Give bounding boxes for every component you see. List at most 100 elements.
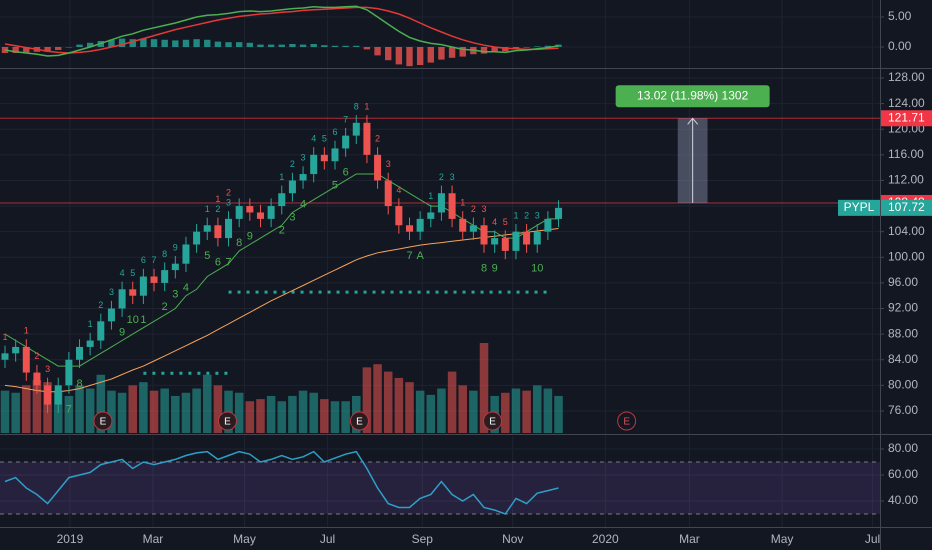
candle-body [533,231,541,245]
y-tick-label: 124.00 [888,96,925,110]
volume-bar [160,388,169,433]
td-up-count: 1 [513,210,518,220]
macd-histogram-bar [427,46,434,63]
td-up-count: 4 [120,268,125,278]
td-up-count: 3 [535,210,540,220]
volume-bar [394,377,404,433]
macd-histogram-bar [289,43,296,47]
rsi-line [4,450,559,515]
x-tick-label: Mar [679,532,700,546]
macd-signal-line [4,6,559,54]
macd-pane [0,0,880,68]
macd-histogram-bar [331,45,339,47]
macd-histogram-bar [86,42,94,47]
symbol-tag [838,199,880,216]
td-up-count: 2 [524,210,529,220]
td-up-count: 3 [109,287,114,297]
volume-bar [96,374,106,433]
td-up-count: 2 [439,172,444,182]
td-up-count: 3 [226,198,231,208]
macd-histogram-bar [65,46,73,48]
earnings-label: E [489,417,496,428]
td-down-count: 1 [215,194,220,204]
candle-body [203,225,211,232]
y-tick-label: 100.00 [888,249,925,263]
candle-body [235,206,243,219]
candle-body [129,289,137,296]
y-tick-label: 60.00 [888,467,918,481]
td-countdown: 9 [492,263,498,275]
candle-body [44,385,52,405]
td-down-count: 3 [386,159,391,169]
macd-histogram-bar [108,39,115,47]
td-up-count: 2 [215,204,220,214]
candle-body [12,346,20,354]
candle-body [193,231,201,245]
candle-body [363,122,371,155]
macd-histogram-bar [416,46,424,65]
candle-body [246,206,254,213]
candle-body [416,218,424,232]
volume-bar [277,401,287,433]
volume-bar [171,395,180,433]
x-tick-label: Jul [865,532,880,546]
td-countdown: 4 [183,282,189,294]
volume-bar [405,382,414,433]
candle-body [480,225,488,245]
td-up-count: 5 [130,268,135,278]
symbol-label: PYPL [844,200,875,214]
td-countdown: 9 [247,231,253,243]
candle-body [182,244,190,264]
earnings-marker [217,411,237,431]
x-tick-label: 2019 [57,532,84,546]
td-up-count: 3 [450,172,455,182]
y-tick-label: 92.00 [888,301,918,315]
td-up-count: 1 [88,319,93,329]
td-countdown: 7 [66,404,72,416]
candle-body [171,263,179,271]
td-down-count: 2 [34,351,39,361]
volume-bar [85,388,95,433]
candle-body [491,238,499,245]
td-up-count: 2 [290,159,295,169]
td-countdown: 7 [406,250,412,262]
td-countdown: 10 [531,263,543,275]
td-countdown: 3 [289,211,295,223]
macd-histogram-bar [385,46,392,61]
volume-bar [256,399,265,433]
candle-body [437,193,445,213]
candle-body [288,180,296,194]
earnings-label: E [623,417,630,428]
macd-histogram-bar [321,45,328,47]
td-countdown: 5 [204,250,210,262]
td-down-count: 5 [503,217,508,227]
td-countdown: 2 [279,224,285,236]
macd-histogram-bar [193,39,200,47]
volume-bar [330,401,340,433]
candle-body [320,154,328,162]
macd-histogram-bar [406,46,413,67]
td-down-count: 2 [471,204,476,214]
td-up-count: 3 [301,153,306,163]
candle-body [150,276,158,283]
macd-histogram-bar [129,39,136,47]
candle-body [555,207,563,219]
volume-bar [479,343,489,433]
volume-bar [0,390,10,433]
y-tick-label: 76.00 [888,403,918,417]
macd-histogram-bar [502,46,509,52]
td-up-count: 1 [279,172,284,182]
measure-label-box [615,85,770,108]
earnings-label: E [224,417,231,428]
earnings-marker [349,411,369,431]
td-countdown: 9 [119,327,125,339]
macd-histogram-bar [491,46,498,52]
x-tick-label: 2020 [592,532,619,546]
td-down-count: 2 [375,134,380,144]
td-countdown: 3 [172,288,178,300]
volume-bar [309,392,318,433]
ma-slow-line [4,228,559,393]
candle-body [384,180,392,207]
candle-body [310,154,318,175]
td-down-count: 1 [24,326,29,336]
